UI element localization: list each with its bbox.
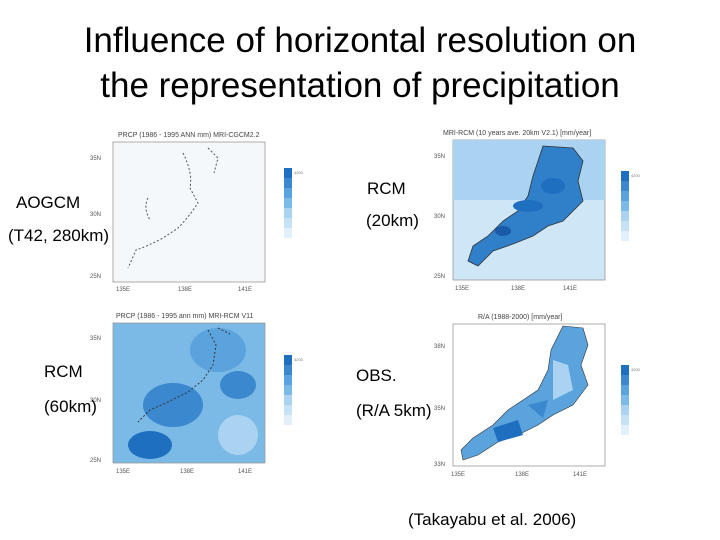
obs-resolution-label: (R/A 5km) (356, 401, 432, 420)
map-header: PRCP (1986 - 1995 ann mm) MRI-RCM V11 (116, 313, 254, 320)
legend-tick: 4200 (631, 367, 641, 372)
lon-tick: 135E (116, 287, 130, 293)
coastline (137, 327, 231, 423)
title-line-1: Influence of horizontal resolution on (83, 21, 637, 60)
color-legend: 4200 (284, 168, 303, 238)
lat-tick: 38N (434, 344, 445, 350)
rcm-60km-map-panel: PRCP (1986 - 1995 ann mm) MRI-RCM V11 35… (88, 310, 303, 475)
lat-tick: 25N (434, 274, 445, 280)
lon-tick: 135E (455, 286, 469, 292)
lat-tick: 30N (90, 398, 101, 404)
obs-label: OBS. (356, 366, 397, 385)
rcm-20km-resolution-label: (20km) (366, 211, 419, 230)
map-frame (112, 141, 266, 283)
map-header: MRI-RCM (10 years ave. 20km V2.1) [mm/ye… (443, 130, 591, 137)
citation: (Takayabu et al. 2006) (408, 510, 577, 529)
lon-tick: 141E (238, 287, 252, 293)
lon-tick: 138E (511, 286, 525, 292)
japan-land (460, 325, 589, 461)
lon-tick: 138E (178, 287, 192, 293)
aogcm-label: AOGCM (16, 193, 81, 212)
lon-tick: 138E (180, 469, 194, 475)
lat-tick: 25N (90, 458, 101, 464)
color-legend: 4200 (621, 171, 641, 241)
lat-tick: 35N (90, 336, 101, 342)
map-header: R/A (1988-2000) [mm/year] (478, 314, 562, 321)
rcm-20km-map-panel: MRI-RCM (10 years ave. 20km V2.1) [mm/ye… (433, 126, 648, 296)
rcm-60km-label: RCM (44, 362, 83, 381)
aogcm-map-panel: PRCP (1986 - 1995 ANN mm) MRI-CGCM2.2 35… (88, 128, 303, 293)
lon-tick: 138E (515, 472, 529, 478)
lat-tick: 35N (90, 156, 101, 162)
coastline (127, 147, 219, 269)
rcm-60km-resolution-label: (60km) (44, 397, 97, 416)
lat-tick: 35N (434, 154, 445, 160)
lon-tick: 135E (451, 472, 465, 478)
aogcm-resolution-label: (T42, 280km) (8, 226, 110, 245)
rcm-20km-label: RCM (367, 179, 406, 198)
lat-tick: 25N (90, 274, 101, 280)
lon-tick: 141E (573, 472, 587, 478)
lon-tick: 141E (563, 286, 577, 292)
title-line-2: the representation of precipitation (100, 66, 620, 105)
lon-tick: 135E (116, 469, 130, 475)
lat-tick: 33N (434, 462, 445, 468)
legend-tick: 4200 (631, 173, 641, 178)
lat-tick: 30N (434, 214, 445, 220)
legend-tick: 4200 (294, 357, 303, 362)
legend-tick: 4200 (294, 170, 303, 175)
lat-tick: 35N (434, 406, 445, 412)
color-legend: 4200 (284, 355, 303, 425)
map-header: PRCP (1986 - 1995 ANN mm) MRI-CGCM2.2 (118, 132, 260, 139)
lon-tick: 141E (238, 469, 252, 475)
color-legend: 4200 (621, 365, 641, 435)
obs-map-panel: R/A (1988-2000) [mm/year] 38N 35N 33N 13… (433, 310, 648, 480)
lat-tick: 30N (90, 212, 101, 218)
slide-title: Influence of horizontal resolution on th… (0, 18, 720, 108)
